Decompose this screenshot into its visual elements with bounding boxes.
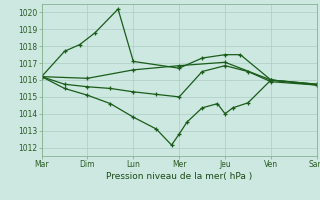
X-axis label: Pression niveau de la mer( hPa ): Pression niveau de la mer( hPa ) [106, 172, 252, 181]
